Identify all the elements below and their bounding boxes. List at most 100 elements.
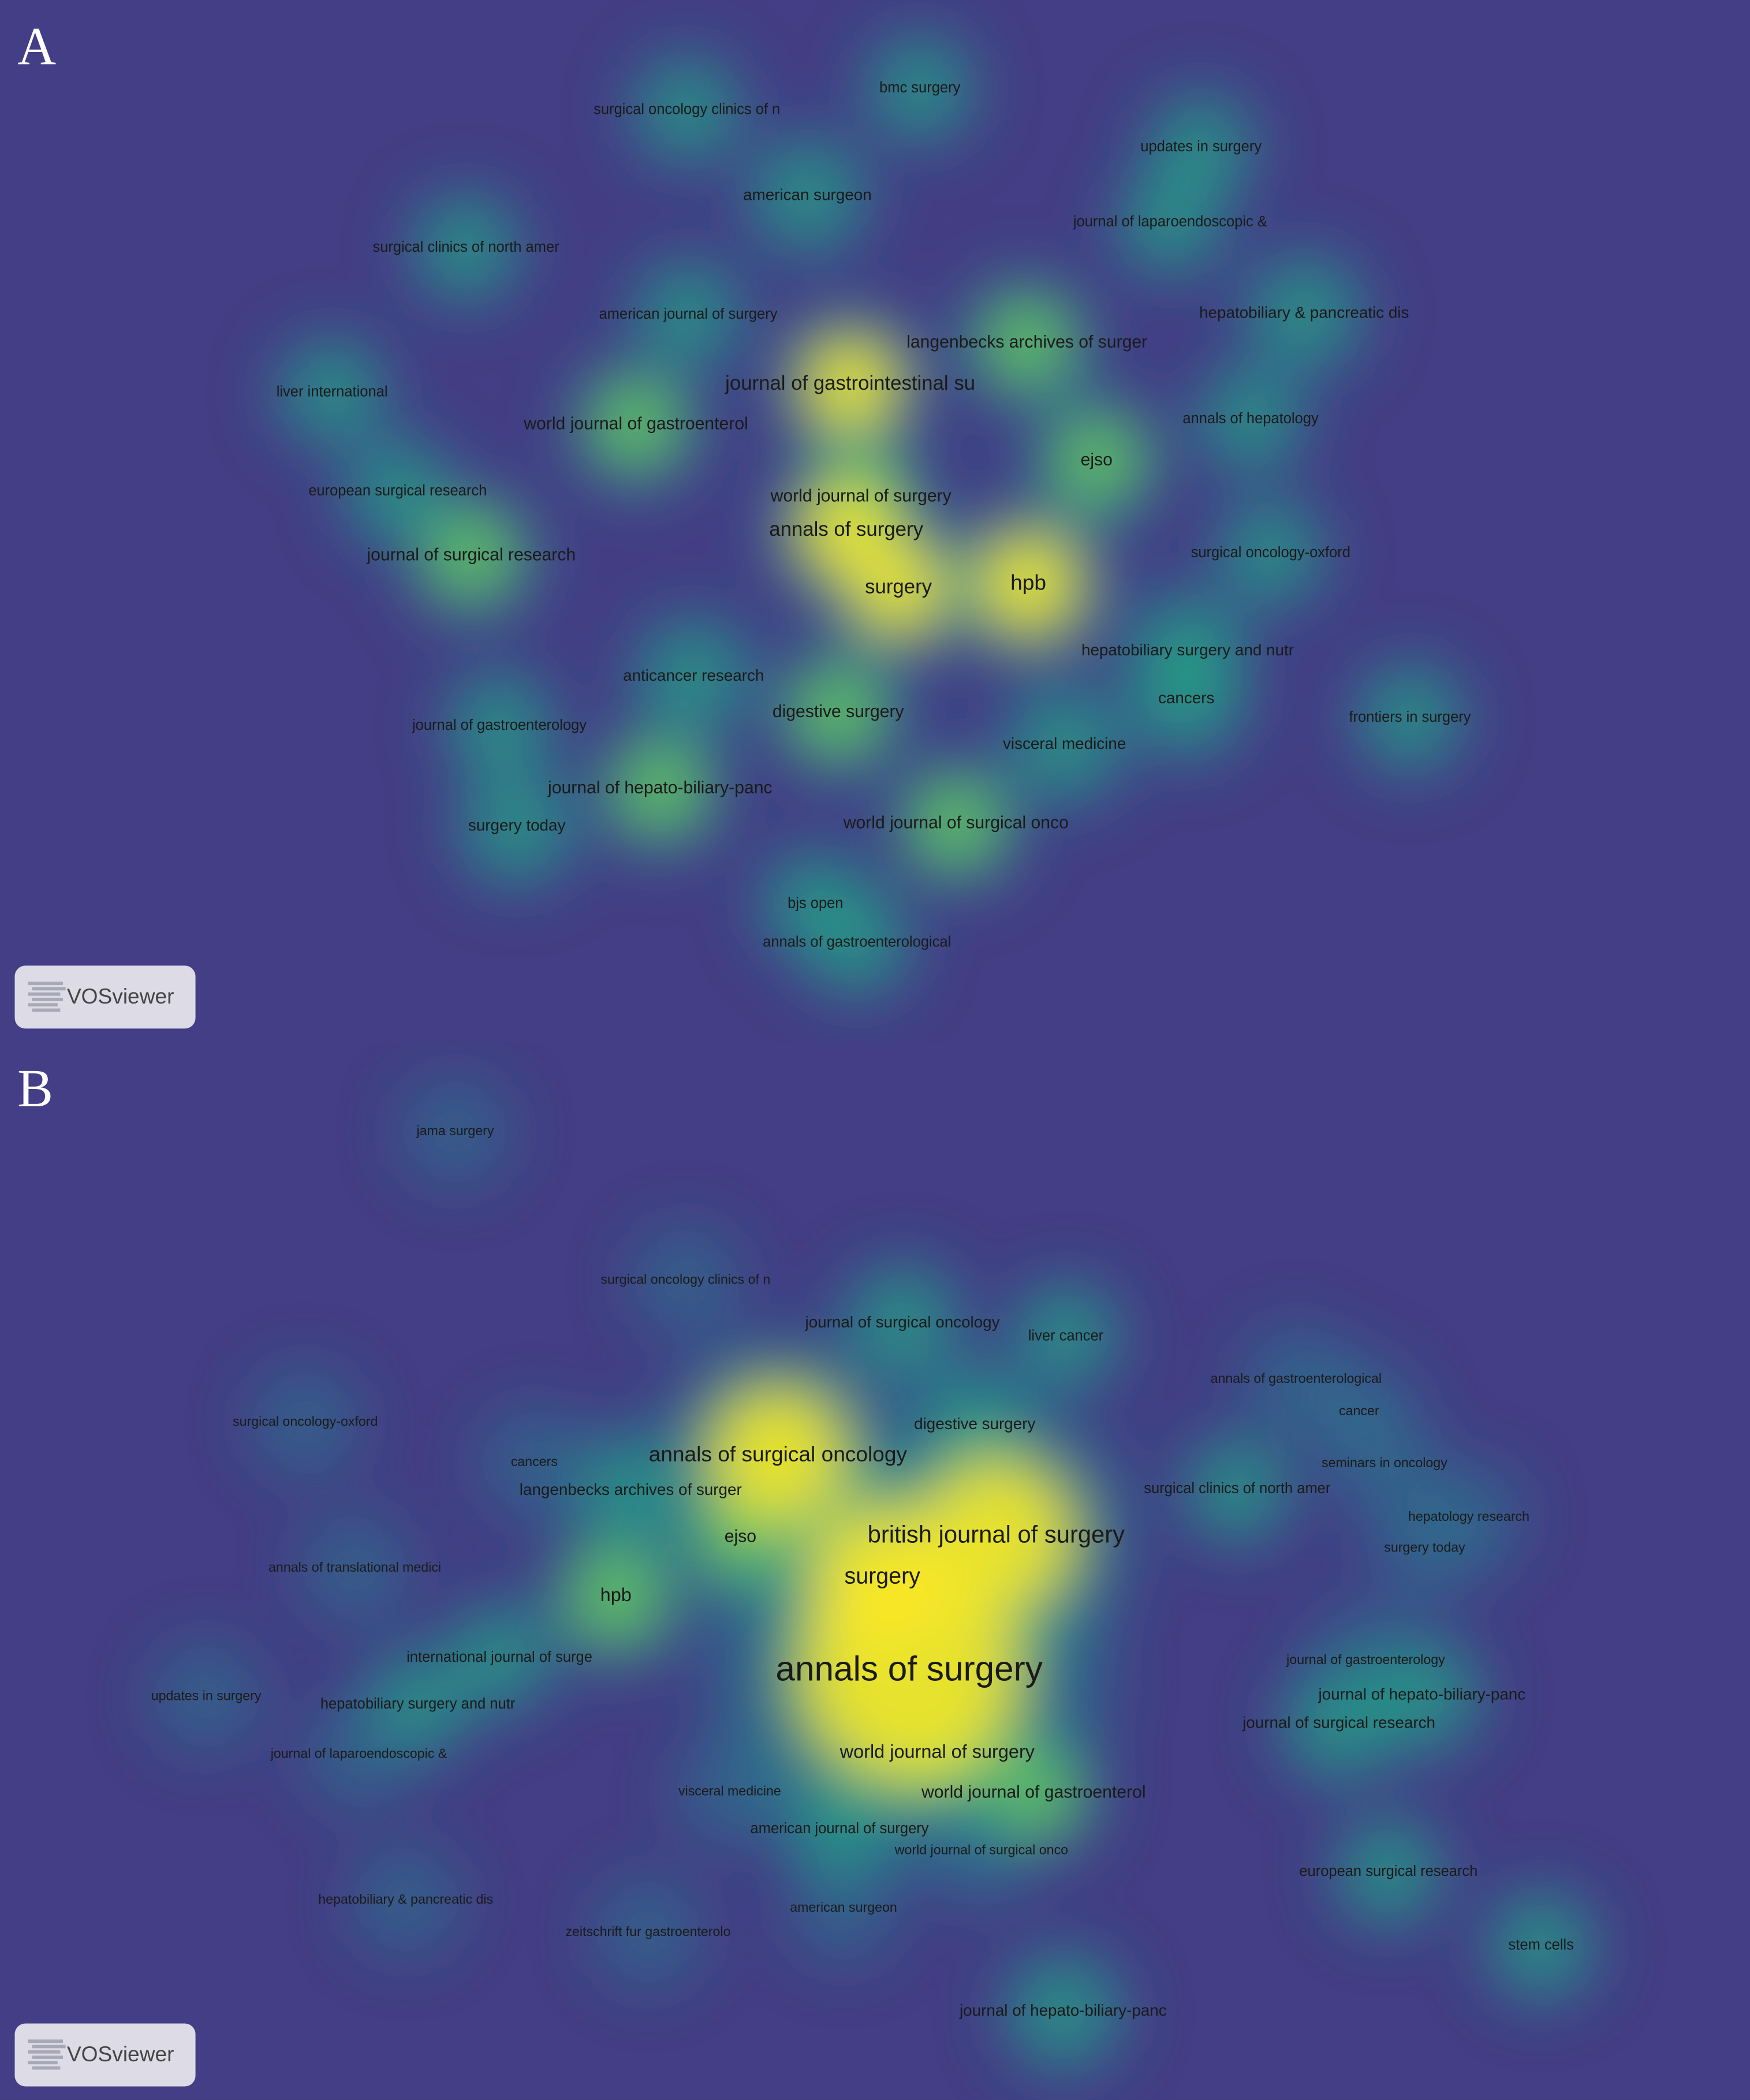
density-blob — [914, 782, 998, 866]
density-blob — [374, 1660, 462, 1750]
node-label: world journal of gastroenterol — [921, 1783, 1146, 1802]
density-blob — [991, 1751, 1076, 1835]
density-blob — [618, 747, 702, 831]
node-label: langenbecks archives of surger — [906, 333, 1147, 352]
density-blob — [477, 1406, 591, 1519]
logo-icon — [28, 992, 61, 996]
node-label: liver cancer — [1028, 1328, 1104, 1344]
node-label: surgical oncology-oxford — [233, 1413, 378, 1428]
node-label: hepatobiliary & pancreatic dis — [1199, 303, 1409, 321]
density-blob — [1016, 696, 1113, 793]
panel-letter: B — [17, 1059, 53, 1118]
node-label: annals of surgery — [775, 1648, 1043, 1688]
density-blob — [592, 1876, 704, 1989]
node-label: zeitschrift fur gastroenterolo — [565, 1924, 730, 1939]
density-blob — [349, 1844, 462, 1957]
node-label: hepatobiliary surgery and nutr — [320, 1696, 516, 1712]
node-label: ejso — [725, 1527, 756, 1546]
logo-text: VOSviewer — [67, 2042, 174, 2066]
density-blob — [1138, 651, 1235, 748]
node-label: ejso — [1081, 450, 1113, 469]
node-label: bjs open — [788, 895, 843, 911]
node-label: liver international — [277, 384, 388, 400]
density-blob — [787, 1852, 900, 1965]
node-label: cancers — [1158, 689, 1214, 707]
density-blob — [795, 1785, 884, 1874]
node-label: journal of laparoendoscopic & — [1073, 214, 1267, 230]
density-blob — [854, 1275, 951, 1372]
density-blob — [1256, 265, 1353, 362]
node-label: american surgeon — [743, 185, 872, 203]
node-label: world journal of surgery — [770, 487, 952, 506]
node-label: hpb — [1010, 570, 1046, 594]
node-label: journal of surgical oncology — [805, 1313, 1000, 1331]
node-label: american journal of surgery — [599, 306, 778, 322]
node-label: jama surgery — [416, 1123, 494, 1138]
node-label: hepatobiliary & pancreatic dis — [318, 1892, 493, 1907]
logo-icon — [28, 2061, 58, 2065]
node-label: british journal of surgery — [868, 1520, 1125, 1547]
density-blob — [1193, 1445, 1282, 1534]
node-label: updates in surgery — [1140, 139, 1262, 155]
node-label: cancers — [511, 1454, 558, 1469]
logo-icon — [28, 2039, 63, 2043]
density-blob — [455, 681, 544, 770]
density-blob — [806, 340, 895, 429]
density-blob — [759, 147, 856, 244]
node-label: visceral medicine — [1003, 734, 1126, 752]
node-label: journal of gastroenterology — [412, 717, 587, 733]
density-blob — [1344, 1827, 1433, 1916]
density-blob — [1054, 419, 1139, 503]
node-label: surgical clinics of north amer — [1144, 1480, 1331, 1497]
density-blob — [644, 270, 733, 359]
node-label: american surgeon — [790, 1900, 897, 1915]
density-blob — [854, 543, 943, 632]
density-blob — [570, 1551, 661, 1642]
density-blob — [429, 514, 513, 598]
logo-icon — [32, 1008, 61, 1012]
density-layer — [150, 1075, 1603, 2079]
logo-icon — [28, 2050, 61, 2054]
node-label: world journal of surgical onco — [894, 1842, 1068, 1857]
logo-icon — [28, 982, 63, 986]
density-blob — [921, 1461, 1070, 1610]
node-label: european surgical research — [308, 483, 487, 499]
density-blob — [712, 1389, 844, 1522]
density-blob — [1365, 673, 1454, 762]
node-label: digestive surgery — [773, 702, 904, 721]
node-label: surgery today — [1384, 1539, 1465, 1554]
node-label: world journal of surgical onco — [843, 814, 1069, 833]
node-label: annals of gastroenterological — [763, 934, 951, 950]
density-blob — [1156, 103, 1245, 192]
node-label: journal of hepato-biliary-panc — [547, 778, 773, 797]
logo-icon — [32, 987, 66, 991]
density-blob — [812, 898, 901, 987]
node-label: hepatobiliary surgery and nutr — [1081, 641, 1294, 659]
node-label: surgical oncology-oxford — [1191, 544, 1350, 561]
panel: jama surgery surgical oncology clinics of… — [0, 1042, 1750, 2100]
node-label: annals of translational medici — [268, 1560, 441, 1575]
node-label: visceral medicine — [678, 1783, 781, 1798]
density-blob — [150, 1640, 263, 1754]
density-blob — [455, 1613, 544, 1702]
node-label: surgical oncology clinics of n — [600, 1272, 770, 1287]
node-label: surgery — [865, 576, 932, 598]
node-label: journal of hepato-biliary-panc — [959, 2001, 1167, 2019]
density-blob — [985, 301, 1069, 385]
node-label: cancer — [1339, 1403, 1379, 1418]
node-label: surgery today — [468, 816, 566, 834]
logo-box — [14, 2023, 196, 2087]
density-blob — [1290, 1675, 1387, 1772]
node-label: annals of surgical oncology — [649, 1442, 908, 1466]
panel-letter: A — [17, 17, 56, 77]
density-blob — [629, 1224, 742, 1337]
density-blob — [1374, 1647, 1471, 1744]
density-blob — [353, 447, 442, 536]
node-label: international journal of surge — [406, 1649, 592, 1665]
node-label: annals of gastroenterological — [1211, 1371, 1382, 1386]
node-label: hpb — [600, 1584, 632, 1605]
density-blob — [298, 1512, 411, 1625]
node-label: journal of laparoendoscopic & — [270, 1745, 447, 1760]
density-blob — [981, 536, 1076, 632]
